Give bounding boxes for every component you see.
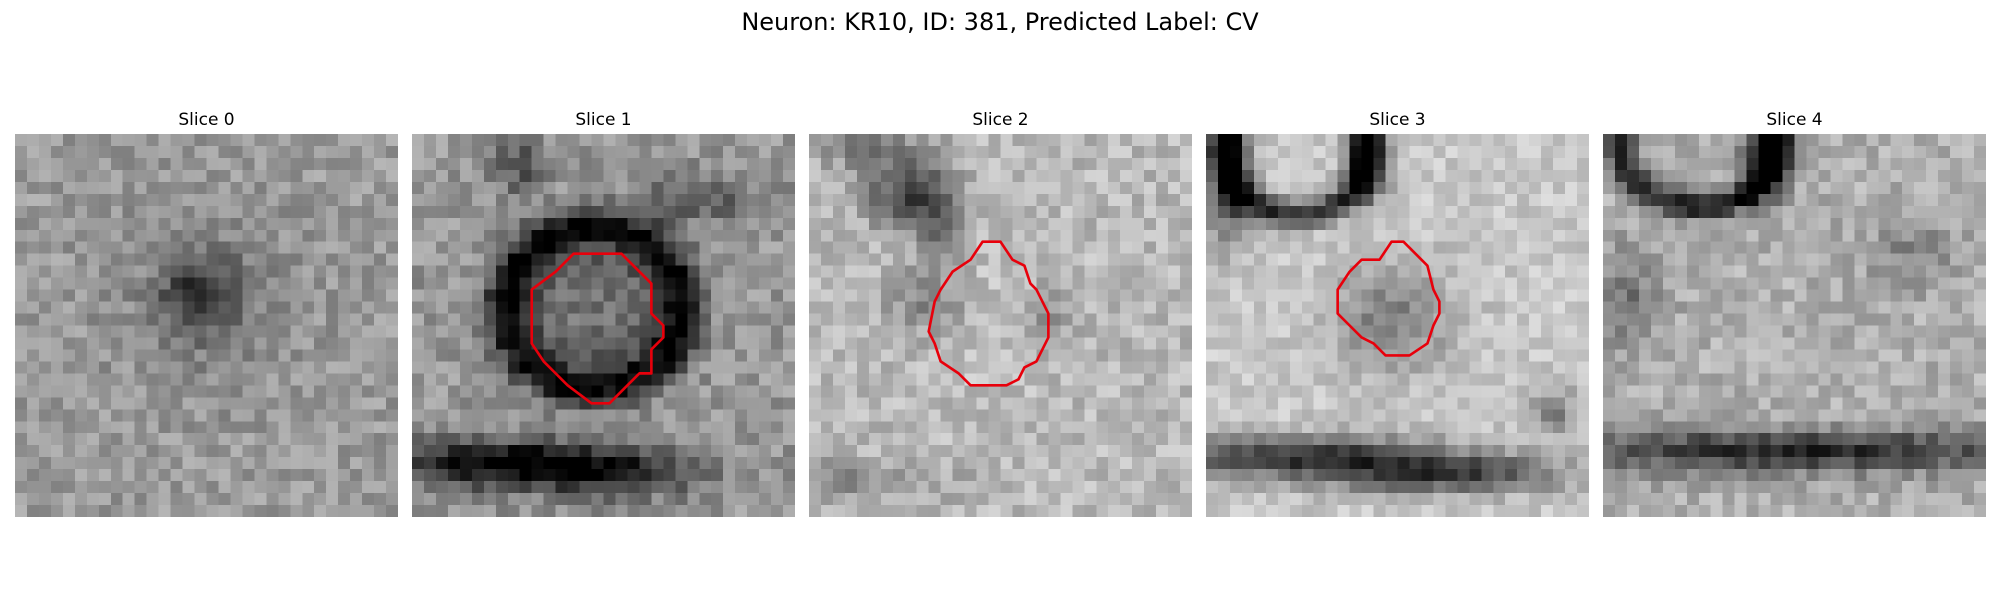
slice-image-4 (1603, 134, 1986, 517)
slice-image-0 (15, 134, 398, 517)
slice-panel-0: Slice 0 (15, 110, 398, 130)
slice-panel-2: Slice 2 (809, 110, 1192, 130)
slice-title-4: Slice 4 (1603, 110, 1986, 130)
slice-title-0: Slice 0 (15, 110, 398, 130)
slice-title-3: Slice 3 (1206, 110, 1589, 130)
figure-title: Neuron: KR10, ID: 381, Predicted Label: … (0, 8, 2000, 36)
slice-title-1: Slice 1 (412, 110, 795, 130)
slice-panel-4: Slice 4 (1603, 110, 1986, 130)
slice-image-2 (809, 134, 1192, 517)
slice-image-1 (412, 134, 795, 517)
slice-panel-3: Slice 3 (1206, 110, 1589, 130)
slice-image-3 (1206, 134, 1589, 517)
slice-panel-1: Slice 1 (412, 110, 795, 130)
slice-title-2: Slice 2 (809, 110, 1192, 130)
